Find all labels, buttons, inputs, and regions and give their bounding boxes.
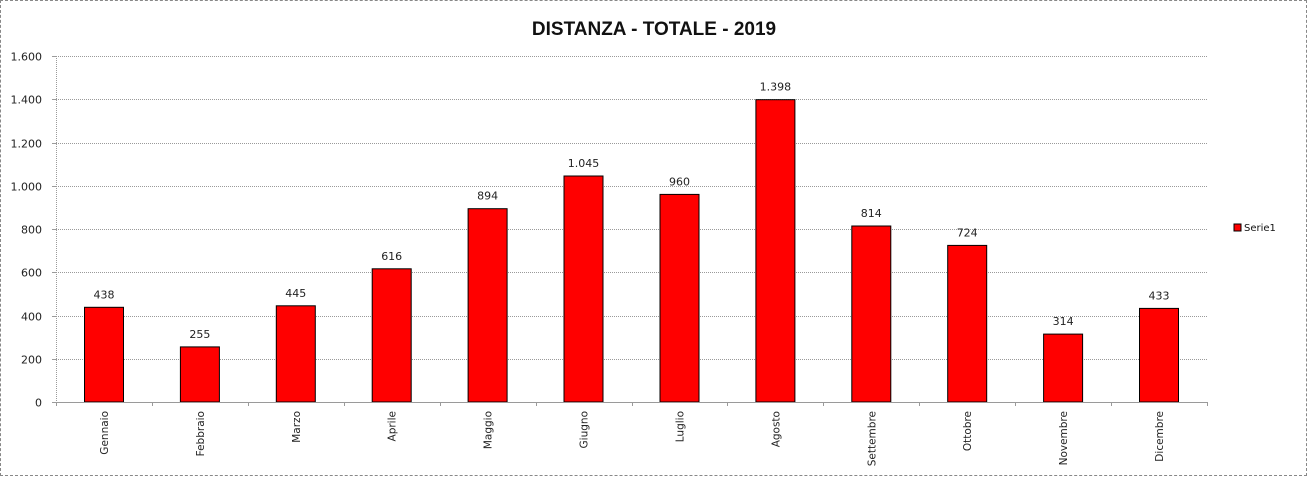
x-tick-label: Marzo <box>291 411 303 443</box>
legend: Serie1 <box>1233 223 1276 234</box>
data-label: 616 <box>381 250 402 263</box>
y-tick-label: 200 <box>21 354 42 367</box>
data-label: 724 <box>957 226 978 239</box>
data-label: 894 <box>477 190 498 203</box>
x-tick-label: Settembre <box>866 411 878 466</box>
bar <box>563 175 604 403</box>
x-tick-label: Luglio <box>675 411 687 442</box>
y-tick-label: 1.600 <box>11 51 43 64</box>
bar <box>1139 307 1179 403</box>
x-tick-label: Maggio <box>483 411 495 449</box>
y-tick-label: 0 <box>35 397 42 410</box>
data-label: 433 <box>1149 289 1170 302</box>
x-tick-label: Dicembre <box>1154 411 1166 462</box>
x-tick-label: Ottobre <box>962 411 974 451</box>
y-axis: 0 200 400 600 800 1.000 1.200 1.400 1.600 <box>11 51 57 410</box>
data-label: 438 <box>94 288 115 301</box>
y-tick-label: 1.200 <box>11 138 43 151</box>
bar <box>275 305 316 403</box>
x-tick-label: Gennaio <box>99 411 111 455</box>
x-tick-label: Febbraio <box>195 411 207 456</box>
y-tick-label: 400 <box>21 311 42 324</box>
y-tick-label: 1.400 <box>11 94 43 107</box>
y-tick-label: 800 <box>21 224 42 237</box>
bar <box>851 225 892 403</box>
x-tick-label: Novembre <box>1058 411 1070 465</box>
x-tick-label: Agosto <box>770 411 782 447</box>
data-label: 960 <box>669 175 690 188</box>
bar <box>755 99 796 403</box>
bar <box>179 346 220 403</box>
legend-label: Serie1 <box>1244 223 1276 234</box>
data-label: 1.045 <box>568 157 600 170</box>
bar <box>84 306 124 403</box>
bar <box>371 268 412 403</box>
x-tick-label: Giugno <box>579 411 591 448</box>
y-tick-label: 1.000 <box>11 181 43 194</box>
x-tick-label: Aprile <box>387 411 399 441</box>
x-axis: Gennaio Febbraio Marzo Aprile Maggio Giugno Lu… <box>56 402 1208 466</box>
bar <box>1043 333 1084 403</box>
data-label: 445 <box>285 287 306 300</box>
y-tick-label: 600 <box>21 267 42 280</box>
data-label: 314 <box>1053 315 1074 328</box>
data-label: 814 <box>861 207 882 220</box>
data-label: 255 <box>189 328 210 341</box>
chart-title: DISTANZA - TOTALE - 2019 <box>532 19 776 40</box>
data-label: 1.398 <box>760 81 792 94</box>
bar <box>467 208 508 403</box>
bars: 438 255 445 616 894 1.045 960 1.398 814 724 314 433 <box>84 81 1179 403</box>
bar <box>947 244 988 403</box>
legend-swatch <box>1233 223 1242 232</box>
bar <box>659 193 700 403</box>
gridlines <box>56 56 1207 360</box>
